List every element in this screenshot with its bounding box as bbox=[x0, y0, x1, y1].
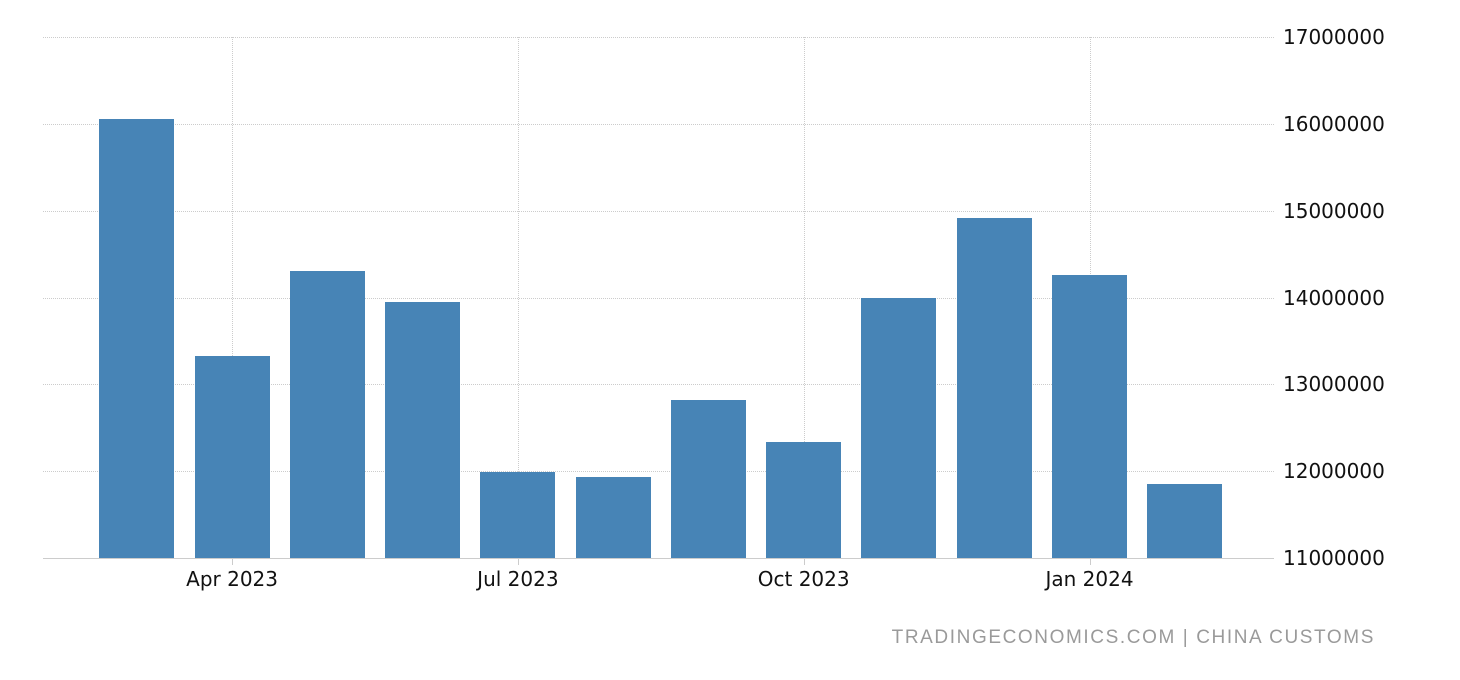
attribution-text: TRADINGECONOMICS.COM | CHINA CUSTOMS bbox=[891, 627, 1375, 648]
y-axis-label-17000000: 17000000 bbox=[1283, 25, 1385, 49]
h-gridline-17000000 bbox=[43, 37, 1274, 38]
x-axis-label-apr-2023: Apr 2023 bbox=[186, 567, 278, 591]
h-gridline-16000000 bbox=[43, 123, 1274, 125]
x-tick-mark bbox=[803, 559, 805, 565]
x-axis-label-oct-2023: Oct 2023 bbox=[757, 567, 850, 591]
x-tick-mark bbox=[232, 559, 234, 565]
v-gridline-oct-2023 bbox=[803, 37, 805, 558]
bar-jan-2024[interactable] bbox=[1052, 274, 1127, 558]
y-axis-label-15000000: 15000000 bbox=[1283, 198, 1385, 223]
y-axis-label-16000000: 16000000 bbox=[1283, 111, 1385, 136]
bar-aug-2023[interactable] bbox=[575, 477, 651, 558]
bar-mar-2023[interactable] bbox=[99, 118, 175, 558]
y-axis-label-11000000: 11000000 bbox=[1283, 546, 1385, 570]
x-axis-label-jul-2023: Jul 2023 bbox=[477, 567, 559, 591]
bar-jul-2023[interactable] bbox=[480, 472, 556, 558]
bar-oct-2023[interactable] bbox=[766, 441, 842, 558]
y-axis-label-12000000: 12000000 bbox=[1283, 459, 1385, 484]
bar-sep-2023[interactable] bbox=[670, 400, 746, 558]
h-gridline-13000000 bbox=[43, 384, 1274, 386]
h-gridline-12000000 bbox=[43, 471, 1274, 473]
y-axis-label-13000000: 13000000 bbox=[1283, 372, 1385, 397]
v-gridline-apr-2023 bbox=[232, 37, 234, 558]
plot-area bbox=[43, 37, 1274, 559]
x-tick-mark bbox=[1089, 559, 1091, 565]
bar-feb-2024[interactable] bbox=[1147, 484, 1223, 558]
bar-apr-2023[interactable] bbox=[194, 355, 270, 558]
bar-dec-2023[interactable] bbox=[956, 217, 1032, 558]
h-gridline-14000000 bbox=[43, 297, 1274, 299]
bar-may-2023[interactable] bbox=[289, 270, 365, 558]
x-tick-mark bbox=[517, 559, 519, 565]
bar-jun-2023[interactable] bbox=[385, 301, 461, 558]
bar-nov-2023[interactable] bbox=[861, 298, 937, 558]
h-gridline-15000000 bbox=[43, 210, 1274, 212]
v-gridline-jul-2023 bbox=[517, 37, 519, 558]
x-axis-label-jan-2024: Jan 2024 bbox=[1045, 567, 1134, 591]
y-axis-label-14000000: 14000000 bbox=[1283, 285, 1385, 310]
